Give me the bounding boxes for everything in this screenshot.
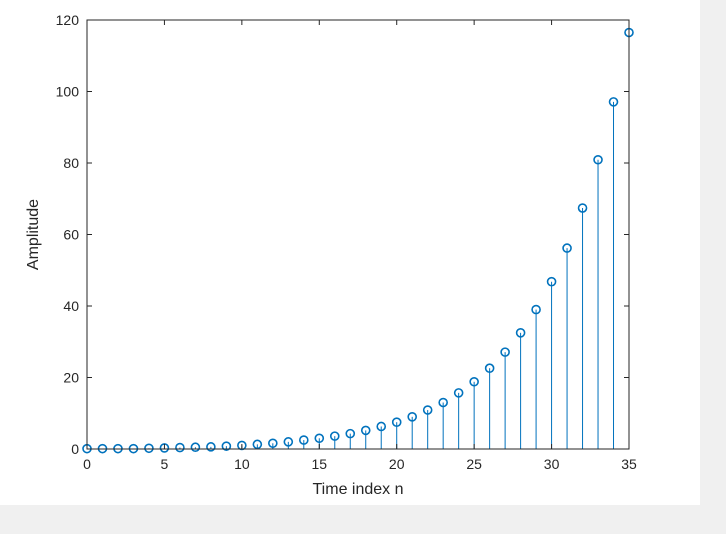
y-tick-label: 40 — [63, 298, 79, 314]
axes-box — [86, 19, 630, 450]
stem-marker — [144, 443, 154, 454]
stem-chart: 0 5 10 15 20 25 30 35 0 20 40 60 80 100 120 Time inde… — [25, 12, 637, 498]
x-axis-label: Time index n — [313, 481, 404, 498]
figure-window: 0 5 10 15 20 25 30 35 0 20 40 60 80 100 120 Time inde… — [0, 0, 700, 505]
stem-marker — [206, 442, 216, 452]
stem-marker — [329, 431, 340, 441]
stem-marker — [515, 328, 526, 338]
stem-marker — [438, 397, 448, 408]
stem-marker — [500, 347, 510, 357]
y-tick-label: 100 — [56, 84, 80, 100]
stem-marker — [159, 443, 170, 453]
x-tick-label: 0 — [83, 456, 91, 472]
stem-marker — [546, 276, 557, 287]
stem-marker — [484, 363, 495, 374]
stem-marker — [391, 417, 402, 427]
y-axis-label: Amplitude — [25, 199, 42, 270]
stem-marker — [531, 304, 541, 315]
stem-marker — [345, 428, 356, 439]
stem-marker — [593, 154, 603, 165]
x-tick-label: 5 — [161, 456, 169, 472]
stem-marker — [608, 97, 619, 107]
stem-marker — [268, 438, 278, 449]
stem-marker — [298, 435, 309, 445]
y-tick-label: 80 — [63, 155, 79, 171]
x-tick-label: 35 — [621, 456, 637, 472]
stem-marker — [190, 442, 201, 453]
x-tick-label: 10 — [234, 456, 250, 472]
y-tick-label: 0 — [71, 441, 79, 457]
x-tick-label: 25 — [466, 456, 482, 472]
stem-lines — [86, 32, 630, 449]
stem-marker — [283, 437, 294, 447]
x-tick-label: 15 — [311, 456, 327, 472]
stem-marker — [252, 439, 263, 450]
stem-marker — [376, 421, 387, 432]
stem-marker — [469, 376, 479, 387]
y-ticks: 0 20 40 60 80 100 120 — [56, 12, 629, 457]
x-tick-label: 20 — [389, 456, 405, 472]
stem-marker — [577, 203, 588, 213]
stem-marker — [314, 433, 325, 444]
y-tick-label: 20 — [63, 370, 79, 386]
stem-marker — [175, 442, 185, 453]
stem-marker — [453, 388, 464, 398]
y-tick-label: 120 — [56, 12, 80, 28]
stem-marker — [562, 243, 572, 253]
x-ticks: 0 5 10 15 20 25 30 35 — [83, 20, 637, 472]
stem-marker — [360, 425, 371, 436]
stem-marker — [422, 405, 433, 415]
x-tick-label: 30 — [544, 456, 560, 472]
y-tick-label: 60 — [63, 227, 79, 243]
stem-marker — [221, 441, 232, 451]
stem-markers — [82, 27, 634, 454]
stem-marker — [407, 412, 418, 422]
